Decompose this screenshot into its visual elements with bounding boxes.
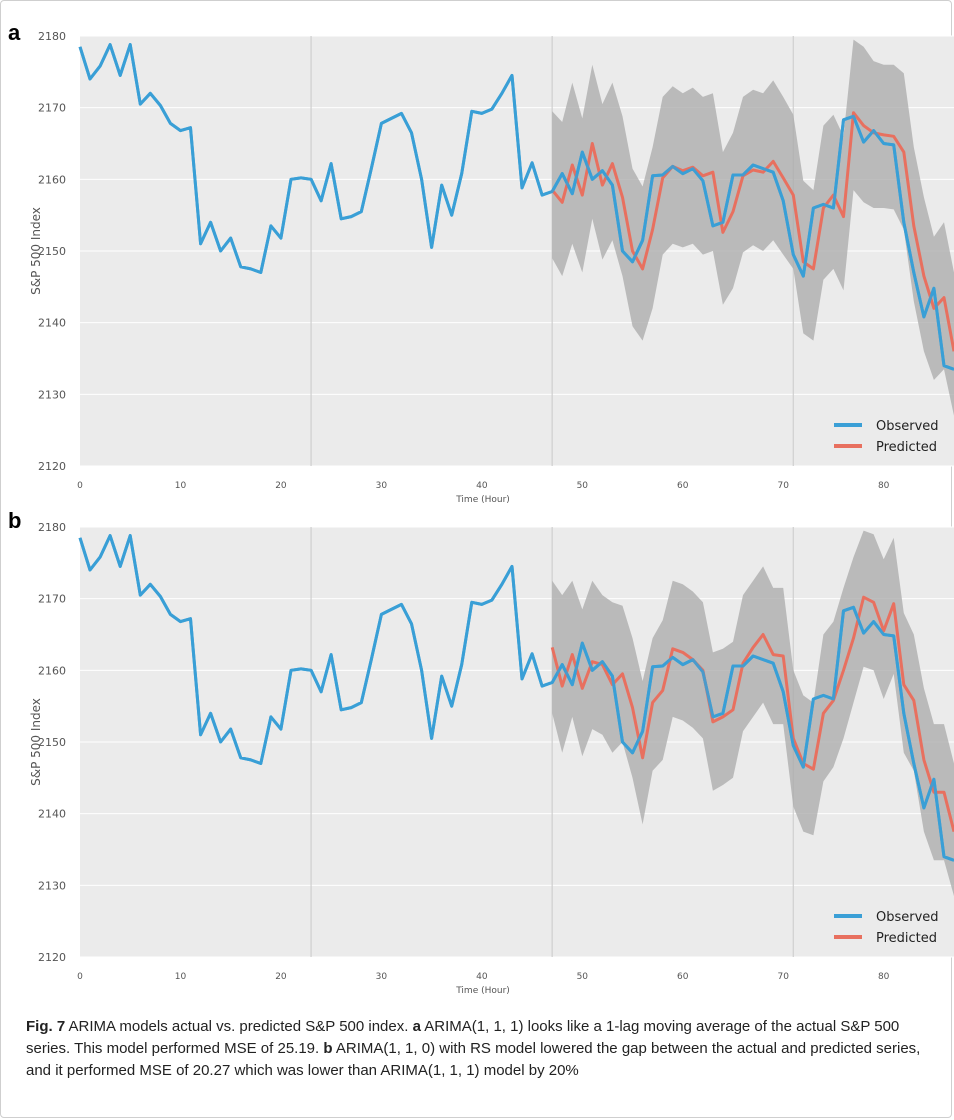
panel-a-legend-label-observed: Observed <box>876 419 939 434</box>
panel-a-ytick-label: 2120 <box>38 460 66 473</box>
panel-b-legend-label-observed: Observed <box>876 910 939 925</box>
panel-b-series-predicted <box>550 595 954 832</box>
panel-a-xtick-label: 10 <box>175 481 187 491</box>
panel-a-ytick-label: 2150 <box>38 245 66 258</box>
figure-chart-svg: 2120 2130 2140 2150 2160 2170 2180 0 10 20 30 40 50 6… <box>8 20 954 996</box>
caption-b-label: b <box>323 1040 333 1057</box>
figure-caption: Fig. 7 ARIMA models actual vs. predicted… <box>26 1016 946 1082</box>
panel-a-ytick-label: 2160 <box>38 173 66 186</box>
panel-a-xtick-label: 80 <box>878 481 890 491</box>
panel-b-xtick-label: 10 <box>175 972 187 982</box>
panel-b-ytick-label: 2120 <box>38 951 66 964</box>
caption-a-label: a <box>412 1018 421 1035</box>
panel-a-legend-label-predicted: Predicted <box>876 440 937 455</box>
panel-a-xtick-label: 60 <box>677 481 689 491</box>
panel-b-yaxis-label: S&P 500 Index <box>29 698 43 786</box>
panel-b-xaxis-label: Time (Hour) <box>455 986 510 996</box>
panel-b-group: 2120 2130 2140 2150 2160 2170 2180 0 10 20 30 40 50 6… <box>8 508 954 996</box>
panel-b-legend-label-predicted: Predicted <box>876 931 937 946</box>
panel-a-confidence-band <box>552 39 954 416</box>
panel-a-group: 2120 2130 2140 2150 2160 2170 2180 0 10 20 30 40 50 6… <box>8 20 954 505</box>
panel-a-ytick-label: 2180 <box>38 30 66 43</box>
panel-b-xtick-label: 20 <box>275 972 287 982</box>
panel-a-letter: a <box>8 20 21 45</box>
panel-b-ytick-label: 2140 <box>38 808 66 821</box>
panel-a-xtick-label: 70 <box>777 481 789 491</box>
panel-a-yaxis-label: S&P 500 Index <box>29 207 43 295</box>
caption-b-text: ARIMA(1, 1, 0) with RS model lowered the… <box>26 1040 921 1079</box>
panel-b-ytick-label: 2170 <box>38 593 66 606</box>
caption-fig-label: Fig. 7 <box>26 1018 66 1035</box>
panel-b-xtick-label: 50 <box>577 972 589 982</box>
panel-b-xtick-label: 0 <box>77 972 83 982</box>
panel-a-ytick-label: 2140 <box>38 317 66 330</box>
panel-a-xtick-label: 40 <box>476 481 488 491</box>
panel-b-ytick-label: 2180 <box>38 521 66 534</box>
panel-a-xtick-label: 0 <box>77 481 83 491</box>
panel-a-xtick-label: 50 <box>577 481 589 491</box>
panel-b-xtick-label: 60 <box>677 972 689 982</box>
panel-b-letter: b <box>8 508 21 533</box>
panel-a-xtick-label: 20 <box>275 481 287 491</box>
panel-b-series-observed-overlay <box>78 534 954 862</box>
panel-b-ytick-label: 2150 <box>38 736 66 749</box>
panel-b-xtick-label: 70 <box>777 972 789 982</box>
panel-a-ytick-label: 2130 <box>38 388 66 401</box>
panel-b-confidence-band <box>552 530 954 897</box>
panel-b-ytick-label: 2160 <box>38 664 66 677</box>
panel-a-xtick-label: 30 <box>376 481 388 491</box>
panel-b-xtick-label: 80 <box>878 972 890 982</box>
panel-a-ytick-label: 2170 <box>38 102 66 115</box>
panel-a-series-predicted <box>551 111 954 352</box>
caption-intro: ARIMA models actual vs. predicted S&P 50… <box>65 1018 413 1035</box>
panel-b-xtick-label: 40 <box>476 972 488 982</box>
caption-a-text: ARIMA(1, 1, 1) looks like a 1-lag moving… <box>26 1018 900 1057</box>
panel-b-ytick-label: 2130 <box>38 879 66 892</box>
panel-a-series-observed-overlay <box>78 43 954 371</box>
panel-a-xaxis-label: Time (Hour) <box>455 495 510 505</box>
panel-b-xtick-label: 30 <box>376 972 388 982</box>
